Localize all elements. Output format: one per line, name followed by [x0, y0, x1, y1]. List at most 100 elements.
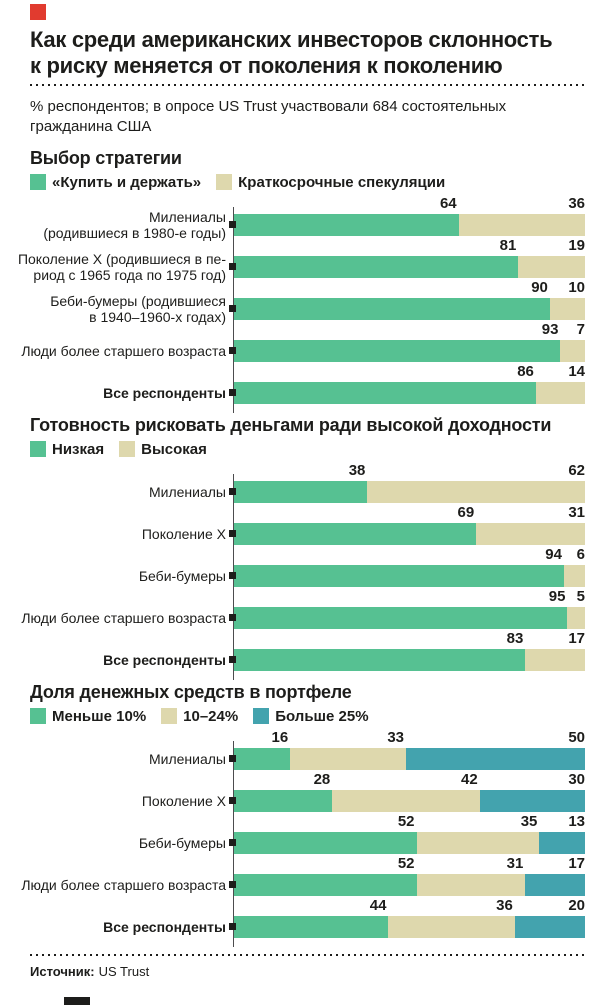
stacked-bar — [229, 382, 585, 404]
chart-row: Люди более старшего возраста 95 5 — [21, 587, 585, 629]
row-marker-icon — [229, 881, 236, 888]
bar-segment — [518, 256, 585, 278]
charts-container: Выбор стратегии «Купить и держать» Краткос… — [18, 148, 585, 947]
value-label: 69 — [457, 504, 475, 521]
row-label: Милениалы (родившиеся в 1980-е годы) — [30, 209, 226, 241]
value-label: 52 — [397, 813, 415, 830]
row-label: Поколение X — [30, 523, 226, 545]
legend-swatch-icon — [216, 174, 233, 190]
stacked-bar — [229, 748, 585, 770]
bar-rows: Милениалы (родившиеся в 1980-е годы) 64 36 П… — [18, 194, 585, 413]
row-label: Люди более старшего возраста — [21, 340, 226, 362]
bar-segment — [234, 832, 417, 854]
legend-item: Низкая — [30, 441, 104, 458]
value-label: 28 — [313, 771, 331, 788]
value-label: 7 — [576, 321, 585, 338]
chart-row: Все респонденты 44 36 20 — [30, 896, 585, 938]
row-label: Все респонденты — [30, 649, 226, 671]
bar-zone: 28 42 30 — [229, 770, 585, 812]
content-column: Как среди американских инвесторов склонн… — [18, 0, 585, 980]
stacked-bar — [229, 481, 585, 503]
bar-segment — [234, 382, 536, 404]
value-label: 14 — [568, 363, 585, 380]
legend-swatch-icon — [253, 708, 270, 724]
bar-segment — [479, 790, 585, 812]
bar-zone: 93 7 — [229, 320, 585, 362]
value-label: 10 — [568, 279, 585, 296]
row-label-line: Поколение X — [141, 793, 226, 809]
bar-segment — [290, 748, 406, 770]
value-label: 42 — [461, 771, 478, 788]
legend-item: 10–24% — [161, 708, 238, 725]
legend-item: «Купить и держать» — [30, 174, 201, 191]
legend-swatch-icon — [30, 441, 46, 457]
row-label-line: Поколение X (родившиеся в пе- — [17, 251, 226, 267]
value-label: 5 — [576, 588, 585, 605]
stacked-bar — [229, 649, 585, 671]
bar-segment — [367, 481, 585, 503]
row-marker-icon — [229, 572, 236, 579]
legend-item: Меньше 10% — [30, 708, 146, 725]
page-subtitle: % респондентов; в опросе US Trust участв… — [30, 98, 507, 135]
value-label: 19 — [568, 237, 585, 254]
value-label: 30 — [568, 771, 585, 788]
row-label: Беби-бумеры (родившиеся в 1940–1960-х год… — [30, 293, 226, 325]
legend-item: Высокая — [119, 441, 207, 458]
row-label-line: Поколение X — [141, 526, 226, 542]
row-marker-icon — [229, 389, 236, 396]
bar-segment — [234, 340, 561, 362]
bar-segment — [234, 214, 459, 236]
legend-label: «Купить и держать» — [52, 173, 202, 191]
bar-zone: 16 33 50 — [229, 728, 585, 770]
bar-rows: Милениалы 16 33 50 Поколение X 28 42 30 Беби-бум… — [21, 728, 585, 947]
bar-segment — [560, 340, 585, 362]
row-marker-icon — [229, 755, 236, 762]
bar-zone: 94 6 — [229, 545, 585, 587]
chart-row: Все респонденты 83 17 — [30, 629, 585, 671]
row-label-line: Люди более старшего возраста — [21, 877, 226, 893]
bar-segment — [563, 565, 585, 587]
bar-zone: 64 36 — [229, 194, 585, 236]
row-label-line: Беби-бумеры — [138, 568, 226, 584]
row-label: Беби-бумеры — [30, 832, 226, 854]
brand-red-square-icon — [30, 4, 46, 20]
row-label-line: Милениалы — [148, 484, 226, 500]
row-label-line: Все респонденты — [103, 385, 226, 401]
legend-label: 10–24% — [183, 707, 239, 725]
stacked-bar — [229, 607, 585, 629]
section-title: Доля денежных средств в портфеле — [30, 682, 352, 702]
row-label-line: (родившиеся в 1980-е годы) — [43, 225, 226, 241]
legend-swatch-icon — [30, 708, 46, 724]
bar-segment — [234, 649, 526, 671]
bar-zone: 83 17 — [229, 629, 585, 671]
legend-label: Краткосрочные спекуляции — [238, 173, 446, 191]
stacked-bar — [229, 340, 585, 362]
row-label-line: Милениалы — [148, 751, 226, 767]
bar-zone: 52 31 17 — [229, 854, 585, 896]
row-label-line: Милениалы — [148, 209, 226, 225]
value-label: 83 — [506, 630, 524, 647]
value-label: 64 — [439, 195, 457, 212]
legend-label: Меньше 10% — [52, 707, 147, 725]
bar-segment — [332, 790, 480, 812]
row-label: Беби-бумеры — [30, 565, 226, 587]
value-label: 35 — [520, 813, 538, 830]
bar-segment — [458, 214, 585, 236]
value-label: 62 — [568, 462, 585, 479]
bar-segment — [416, 874, 526, 896]
bar-segment — [234, 481, 368, 503]
legend: «Купить и держать» Краткосрочные спекуляц… — [30, 173, 585, 191]
value-label: 13 — [568, 813, 585, 830]
bar-segment — [525, 649, 585, 671]
row-label-line: в 1940–1960-х годах) — [89, 309, 226, 325]
bar-segment — [416, 832, 540, 854]
value-label: 81 — [499, 237, 517, 254]
row-marker-icon — [229, 530, 236, 537]
legend-item: Больше 25% — [253, 708, 369, 725]
row-label-line: Люди более старшего возраста — [21, 343, 226, 359]
row-label-line: Беби-бумеры (родившиеся — [50, 293, 226, 309]
bar-segment — [234, 565, 564, 587]
value-label: 36 — [496, 897, 513, 914]
chart-row: Милениалы 16 33 50 — [30, 728, 585, 770]
